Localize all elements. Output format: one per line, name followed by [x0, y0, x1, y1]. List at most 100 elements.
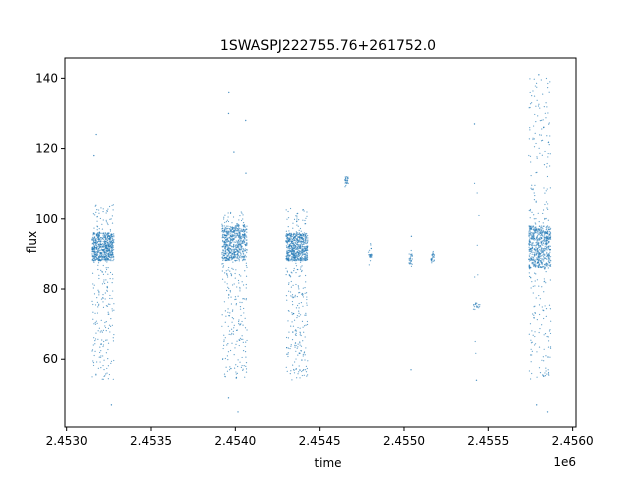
- data-point: [531, 184, 533, 186]
- data-point: [242, 298, 244, 300]
- data-point: [346, 176, 348, 178]
- data-point: [302, 305, 304, 307]
- data-point: [227, 286, 229, 288]
- data-point: [111, 215, 113, 217]
- data-point: [233, 256, 235, 258]
- data-point: [535, 105, 537, 107]
- data-point: [106, 242, 109, 244]
- data-point: [535, 273, 537, 275]
- data-point: [295, 231, 297, 233]
- data-point: [104, 292, 106, 294]
- data-point: [289, 238, 291, 240]
- data-point: [541, 250, 544, 252]
- data-point: [538, 266, 540, 268]
- data-point: [232, 318, 235, 320]
- data-point: [92, 364, 95, 367]
- data-point: [546, 411, 549, 413]
- data-point: [98, 228, 100, 230]
- data-point: [239, 339, 241, 342]
- data-point: [242, 242, 244, 245]
- data-point: [101, 249, 103, 251]
- data-point: [107, 378, 109, 380]
- data-point: [299, 244, 301, 246]
- data-point: [98, 246, 101, 248]
- data-point: [542, 242, 545, 244]
- data-point: [304, 257, 306, 259]
- data-point: [102, 297, 104, 300]
- data-point: [112, 248, 115, 251]
- data-point: [238, 246, 240, 248]
- data-point: [298, 245, 300, 247]
- data-point: [292, 297, 294, 299]
- data-point: [302, 287, 304, 289]
- data-point: [227, 227, 229, 230]
- data-point: [229, 366, 231, 368]
- data-point: [306, 323, 309, 326]
- data-point: [226, 344, 228, 346]
- data-point: [475, 302, 477, 304]
- data-point: [538, 147, 540, 149]
- data-point: [234, 227, 236, 230]
- data-point: [539, 313, 541, 316]
- data-point: [235, 298, 237, 300]
- data-point: [305, 239, 307, 242]
- data-point: [293, 372, 296, 374]
- data-point: [108, 245, 110, 247]
- data-point: [290, 233, 293, 235]
- data-point: [244, 351, 247, 353]
- data-point: [237, 247, 240, 249]
- data-point: [477, 307, 480, 309]
- data-point: [285, 295, 288, 297]
- data-point: [221, 253, 223, 255]
- data-point: [300, 236, 302, 239]
- data-point: [96, 361, 98, 363]
- data-point: [223, 218, 225, 220]
- data-point: [534, 251, 536, 254]
- data-point: [297, 268, 299, 271]
- data-point: [94, 338, 97, 340]
- data-point: [231, 231, 233, 233]
- data-point: [235, 251, 237, 253]
- data-point: [92, 240, 95, 242]
- data-point: [112, 244, 114, 247]
- data-point: [228, 236, 231, 239]
- data-point: [302, 355, 304, 357]
- data-point: [101, 378, 103, 380]
- data-point: [236, 233, 238, 235]
- data-point: [541, 226, 543, 229]
- data-point: [239, 248, 241, 250]
- data-point: [106, 260, 108, 262]
- data-point: [226, 231, 228, 234]
- data-point: [96, 258, 99, 261]
- data-point: [98, 303, 100, 305]
- data-point: [221, 314, 223, 316]
- data-point: [539, 120, 541, 122]
- data-point: [548, 123, 550, 125]
- data-point: [112, 340, 115, 342]
- data-point: [529, 210, 531, 212]
- data-point: [111, 282, 113, 284]
- data-point: [97, 306, 99, 308]
- data-point: [302, 353, 304, 356]
- data-point: [529, 354, 532, 356]
- data-point: [545, 77, 548, 80]
- data-point: [538, 262, 540, 265]
- data-point: [305, 324, 307, 326]
- data-point: [108, 232, 110, 234]
- data-point: [111, 233, 113, 236]
- data-point: [408, 262, 410, 264]
- data-point: [548, 226, 551, 228]
- data-point: [304, 274, 307, 277]
- data-point: [241, 301, 243, 304]
- data-point: [105, 212, 107, 214]
- data-point: [105, 330, 107, 332]
- data-point: [409, 263, 411, 265]
- chart-title: 1SWASPJ222755.76+261752.0: [220, 38, 436, 54]
- data-point: [296, 251, 298, 253]
- data-point: [100, 298, 103, 300]
- data-point: [539, 236, 542, 238]
- data-point: [96, 229, 98, 231]
- data-point: [547, 247, 550, 250]
- data-point: [294, 235, 297, 238]
- data-point: [240, 253, 242, 255]
